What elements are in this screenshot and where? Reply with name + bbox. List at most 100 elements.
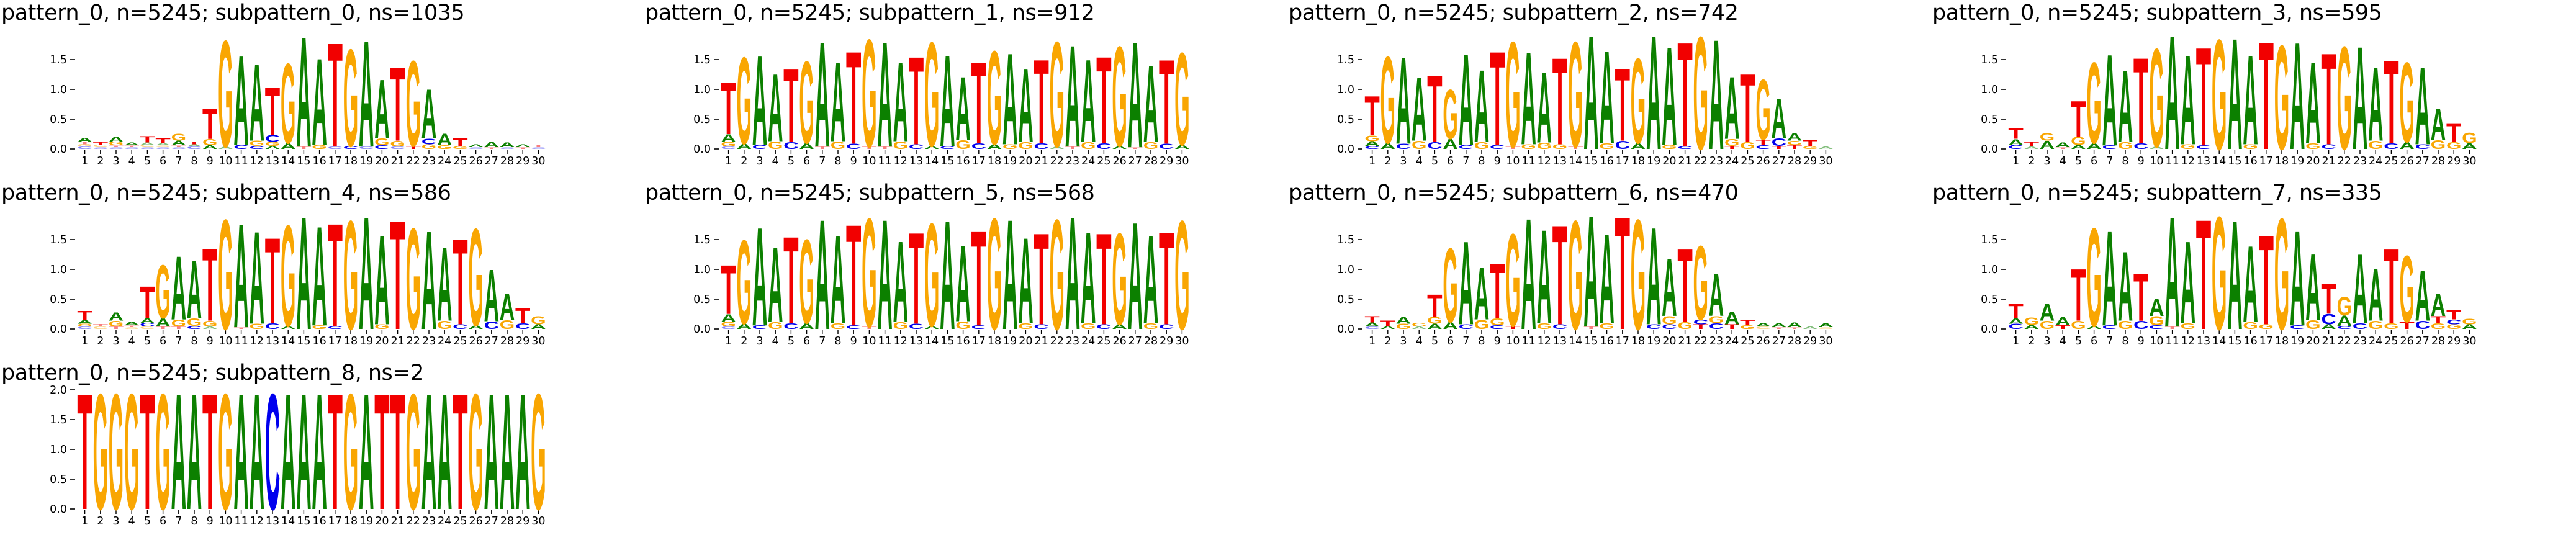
y-tick-label: 1.0 (693, 84, 711, 96)
logo-letter-C: C (721, 326, 736, 330)
logo-letter-G: G (2181, 143, 2195, 150)
x-tick-label: 24 (2369, 155, 2382, 168)
x-tick-label: 26 (2400, 335, 2413, 348)
x-tick-label: 8 (834, 335, 841, 348)
logo-letter-T: T (171, 326, 187, 330)
logo-letter-G: G (406, 35, 421, 172)
logo-letter-G: G (93, 326, 108, 330)
logo-letter-T: T (77, 142, 92, 145)
x-tick-label: 13 (909, 155, 923, 168)
x-tick-label: 22 (1694, 155, 1708, 168)
logo-letter-A: A (2055, 315, 2071, 328)
logo-letter-T: T (453, 214, 467, 351)
x-tick-label: 27 (1772, 335, 1786, 348)
x-tick-label: 13 (266, 335, 279, 348)
logo-letter-A: A (2415, 45, 2430, 169)
x-tick-label: 8 (834, 155, 841, 168)
x-tick-label: 13 (1553, 335, 1567, 348)
logo-letter-C: C (77, 326, 92, 330)
logo-letter-A: A (893, 38, 908, 165)
logo-letter-A: A (1396, 315, 1411, 326)
logo-letter-T: T (453, 136, 468, 148)
x-tick-label: 9 (2138, 335, 2145, 348)
logo-letter-A: A (1459, 26, 1474, 173)
x-tick-label: 10 (862, 335, 876, 348)
x-tick-label: 2 (97, 155, 104, 168)
x-tick-label: 18 (344, 155, 358, 168)
logo-letter-A: A (2181, 29, 2195, 172)
logo-letter-A: A (437, 131, 452, 150)
logo-letter-G: G (453, 145, 467, 150)
x-tick-label: 18 (2275, 335, 2289, 348)
y-tick-label: 1.0 (50, 264, 67, 276)
logo-letter-A: A (468, 325, 484, 330)
logo-letter-A: A (281, 142, 295, 151)
logo-letter-G: G (2071, 135, 2086, 147)
logo-letter-A: A (2008, 317, 2023, 325)
x-tick-label: 5 (2075, 155, 2082, 168)
logo-letter-G: G (2384, 322, 2398, 331)
logo-letter-G: G (987, 185, 1002, 360)
x-tick-label: 19 (2290, 335, 2304, 348)
logo-letter-A: A (955, 222, 970, 344)
logo-letter-C: C (187, 325, 202, 330)
logo-letter-T: T (140, 277, 155, 328)
x-tick-label: 11 (1521, 335, 1535, 348)
logo-letter-C: C (1396, 143, 1411, 151)
x-tick-label: 22 (407, 155, 420, 168)
logo-letter-G: G (2399, 236, 2414, 342)
x-tick-label: 7 (2106, 155, 2113, 168)
logo-letter-A: A (374, 209, 389, 352)
logo-letter-G: G (2243, 143, 2258, 150)
x-tick-label: 5 (2075, 335, 2082, 348)
logo-letter-T: T (2196, 19, 2211, 176)
logo-letter-G: G (2212, 8, 2227, 180)
logo-letter-A: A (2337, 313, 2352, 330)
logo-letter-G: G (1174, 26, 1189, 174)
logo-letter-C: C (971, 325, 987, 330)
logo-letter-C: C (2415, 143, 2430, 151)
x-tick-label: 10 (218, 335, 232, 348)
x-tick-label: 4 (1416, 335, 1423, 348)
logo-letter-C: C (500, 147, 515, 150)
logo-letter-T: T (1803, 139, 1817, 148)
x-tick-label: 9 (850, 155, 857, 168)
x-tick-label: 4 (128, 155, 135, 168)
x-tick-label: 7 (1462, 155, 1469, 168)
logo-letter-T: T (265, 74, 280, 150)
logo-letter-G: G (2431, 322, 2446, 331)
x-tick-label: 11 (2165, 155, 2179, 168)
x-tick-label: 22 (1050, 335, 1064, 348)
logo-letter-T: T (846, 195, 861, 357)
logo-letter-A: A (924, 145, 939, 150)
logo-letter-C: C (940, 145, 955, 150)
logo-letter-T: T (1583, 326, 1599, 330)
logo-letter-A: A (877, 10, 892, 179)
logo-letter-A: A (752, 30, 767, 173)
logo-letter-G: G (831, 322, 845, 331)
logo-letter-G: G (737, 32, 752, 171)
logo-letter-A: A (2431, 99, 2446, 150)
logo-letter-G: G (1537, 141, 1552, 151)
x-tick-label: 22 (2338, 155, 2351, 168)
logo-letter-C: C (343, 145, 358, 150)
x-tick-label: 23 (1066, 335, 1079, 348)
x-tick-label: 23 (1709, 155, 1723, 168)
logo-letter-G: G (2462, 130, 2477, 146)
x-tick-label: 11 (1521, 155, 1535, 168)
x-tick-label: 4 (128, 515, 135, 528)
x-tick-label: 8 (1478, 335, 1485, 348)
logo-letter-A: A (1002, 25, 1017, 172)
logo-letter-G: G (1112, 16, 1127, 176)
logo-letter-G: G (2337, 291, 2352, 321)
x-tick-label: 20 (1019, 335, 1032, 348)
logo-letter-A: A (1018, 47, 1033, 165)
logo-letter-T: T (1034, 207, 1048, 353)
logo-letter-G: G (1599, 322, 1614, 331)
x-tick-label: 27 (1128, 155, 1142, 168)
logo-letter-C: C (783, 322, 798, 331)
y-tick-label: 0.5 (1981, 114, 1998, 126)
logo-letter-G: G (1412, 322, 1426, 328)
logo-letter-G: G (2431, 138, 2446, 152)
x-tick-label: 8 (191, 335, 197, 348)
